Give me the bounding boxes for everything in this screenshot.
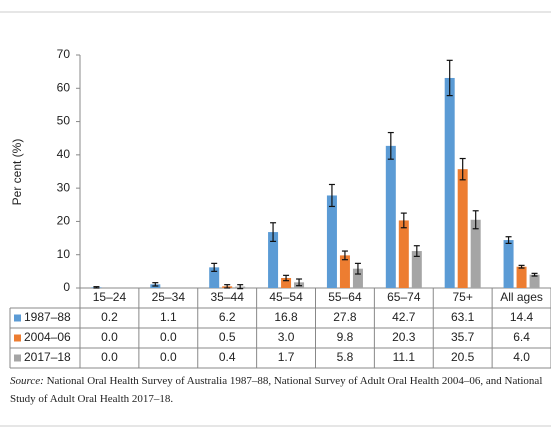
bar (470, 219, 481, 288)
table-value: 11.1 (393, 350, 416, 364)
table-value: 35.7 (451, 330, 475, 344)
table-value: 0.0 (160, 330, 177, 344)
x-tick-label: 15–24 (93, 290, 127, 304)
table-value: 0.0 (101, 350, 118, 364)
bar (398, 220, 409, 288)
bar (444, 77, 455, 289)
x-tick-label: 65–74 (387, 290, 421, 304)
bar (529, 274, 540, 288)
legend-label: 1987–88 (24, 310, 71, 324)
y-tick-label: 40 (57, 147, 71, 161)
legend-label: 2004–06 (24, 330, 71, 344)
table-value: 0.5 (219, 330, 236, 344)
table-value: 42.7 (392, 310, 416, 324)
y-tick-label: 30 (57, 180, 71, 194)
y-tick-label: 70 (57, 47, 71, 61)
table-value: 1.1 (160, 310, 177, 324)
y-tick-label: 50 (57, 114, 71, 128)
x-tick-label: 55–64 (328, 290, 362, 304)
x-tick-label: 25–34 (152, 290, 186, 304)
x-tick-label: All ages (500, 290, 543, 304)
y-tick-label: 0 (63, 280, 70, 294)
legend-swatch (14, 334, 21, 342)
y-tick-label: 20 (57, 214, 71, 228)
table-value: 27.8 (333, 310, 357, 324)
legend-swatch (14, 354, 21, 362)
table-value: 0.2 (101, 310, 118, 324)
table-value: 0.0 (101, 330, 118, 344)
table-value: 20.5 (451, 350, 475, 364)
table-value: 0.4 (219, 350, 236, 364)
bar (281, 278, 292, 288)
source-text: National Oral Health Survey of Australia… (10, 375, 543, 405)
bar (385, 145, 396, 288)
y-tick-label: 60 (57, 80, 71, 94)
y-axis-label: Per cent (%) (10, 139, 24, 206)
bar (503, 240, 514, 288)
table-value: 14.4 (510, 310, 534, 324)
bar (411, 251, 422, 288)
bar (352, 268, 363, 288)
bar (209, 267, 220, 288)
table-value: 20.3 (392, 330, 416, 344)
source-label: Source: (10, 375, 44, 387)
table-value: 4.0 (513, 350, 530, 364)
x-tick-label: 35–44 (211, 290, 245, 304)
bar (516, 266, 527, 288)
x-tick-label: 75+ (453, 290, 473, 304)
table-value: 9.8 (337, 330, 354, 344)
table-value: 5.8 (337, 350, 354, 364)
table-value: 16.8 (274, 310, 298, 324)
source-note: Source: National Oral Health Survey of A… (10, 372, 548, 408)
table-value: 0.0 (160, 350, 177, 364)
y-tick-label: 10 (57, 247, 71, 261)
table-value: 6.4 (513, 330, 530, 344)
table-value: 3.0 (278, 330, 295, 344)
table-value: 6.2 (219, 310, 236, 324)
legend-label: 2017–18 (24, 350, 71, 364)
bar (326, 195, 337, 288)
bar (457, 169, 468, 288)
legend-swatch (14, 314, 21, 322)
table-value: 1.7 (278, 350, 295, 364)
bar (268, 232, 279, 288)
table-value: 63.1 (451, 310, 475, 324)
x-tick-label: 45–54 (269, 290, 303, 304)
bar (339, 255, 350, 288)
